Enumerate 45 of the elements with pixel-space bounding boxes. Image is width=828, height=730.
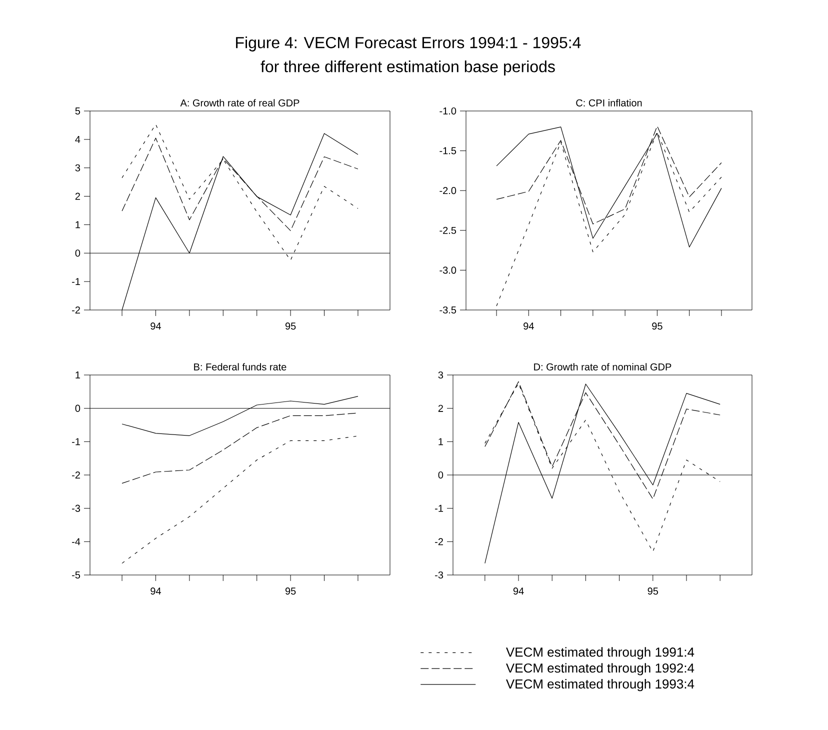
y-tick-label: -1 bbox=[72, 278, 80, 285]
y-tick-label: 5 bbox=[75, 108, 80, 114]
y-tick-label: -2 bbox=[435, 538, 443, 546]
y-tick-label: 2 bbox=[75, 192, 80, 200]
x-tick-label: 95 bbox=[285, 588, 296, 595]
y-tick-label: -1 bbox=[72, 438, 80, 446]
y-tick-label: -3 bbox=[72, 504, 80, 512]
x-tick-label: 95 bbox=[648, 588, 658, 595]
y-tick-label: -1 bbox=[435, 504, 443, 512]
x-tick-label: 94 bbox=[513, 588, 524, 595]
y-tick-label: -1.0 bbox=[440, 107, 456, 115]
y-tick-label: 3 bbox=[438, 371, 444, 379]
caption: Figure 4: VECM Forecast Errors 1994:1 - 1995:4 bbox=[236, 36, 581, 52]
y-tick-label: 0 bbox=[438, 471, 444, 479]
y-tick-label: -5 bbox=[72, 571, 80, 578]
y-tick-label: -3.0 bbox=[440, 266, 456, 274]
chart-title: C: CPI inflation bbox=[576, 99, 642, 106]
y-tick-label: 0 bbox=[75, 250, 80, 257]
x-tick-label: 95 bbox=[285, 322, 296, 330]
y-tick-label: 1 bbox=[438, 438, 443, 446]
y-tick-label: 1 bbox=[76, 221, 80, 228]
y-tick-label: 0 bbox=[75, 404, 80, 412]
y-tick-label: -3 bbox=[435, 571, 444, 579]
x-tick-label: 94 bbox=[150, 588, 161, 595]
x-tick-label: 94 bbox=[524, 322, 534, 330]
y-tick-label: -2 bbox=[72, 306, 80, 314]
y-tick-label: -3.5 bbox=[440, 306, 456, 314]
chart-title: A: Growth rate of real GDP bbox=[180, 99, 300, 106]
legend-label: VECM estimated through 1991:4 bbox=[506, 647, 694, 660]
y-tick-label: -1.5 bbox=[440, 147, 456, 154]
y-tick-label: 3 bbox=[75, 164, 80, 172]
y-tick-label: -4 bbox=[72, 538, 80, 546]
y-tick-label: -2 bbox=[72, 472, 80, 478]
chart-title: B: Federal funds rate bbox=[194, 363, 286, 370]
x-tick-label: 94 bbox=[150, 322, 161, 330]
text: for three different estimation base periods bbox=[260, 60, 555, 76]
legend-label: VECM estimated through 1992:4 bbox=[506, 663, 694, 676]
y-tick-label: 4 bbox=[75, 136, 80, 143]
legend-label: VECM estimated through 1993:4 bbox=[506, 679, 694, 692]
y-tick-label: 2 bbox=[438, 404, 443, 412]
x-tick-label: 95 bbox=[652, 322, 662, 330]
y-tick-label: -2.0 bbox=[440, 187, 456, 194]
y-tick-label: -2.5 bbox=[440, 226, 456, 234]
y-tick-label: 1 bbox=[76, 372, 80, 378]
chart-title: D: Growth rate of nominal GDP bbox=[534, 363, 672, 370]
